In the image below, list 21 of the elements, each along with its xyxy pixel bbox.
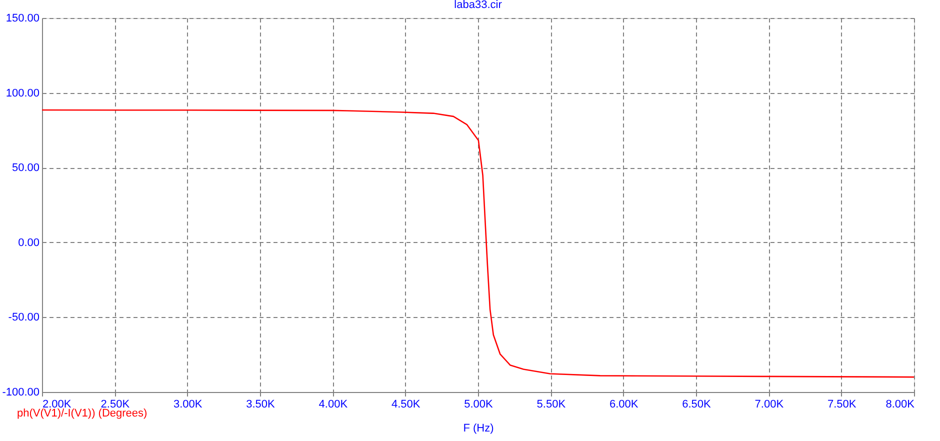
y-tick-label: 0.00 xyxy=(18,236,40,249)
text: ph(V(V1)/-I(V1)) (Degrees) xyxy=(17,408,148,420)
line-series xyxy=(41,109,915,378)
chart-title: laba33.cir xyxy=(454,0,502,11)
y-tick-label: 100.00 xyxy=(6,87,40,100)
x-tick-label: 5.50K xyxy=(536,398,566,410)
y-tick-label: -50.00 xyxy=(8,312,40,324)
x-tick-label: 7.00K xyxy=(754,398,784,410)
x-axis-title: F (Hz) xyxy=(463,422,494,434)
x-tick-label: 6.50K xyxy=(682,398,712,410)
y-tick-label: -100.00 xyxy=(2,386,40,398)
x-tick-label: 3.00K xyxy=(173,398,203,410)
x-tick-label: 6.00K xyxy=(609,398,639,410)
x-tick-label: 4.50K xyxy=(391,398,421,410)
x-tick-label: 5.00K xyxy=(464,398,494,410)
x-tick-label: 4.00K xyxy=(318,398,348,410)
x-tick-label: 8.00K xyxy=(886,398,916,410)
x-tick-label: 3.50K xyxy=(246,398,276,410)
y-tick-label: 50.00 xyxy=(12,162,40,174)
x-tick-label: 7.50K xyxy=(827,398,857,410)
y-tick-label: 150.00 xyxy=(6,12,40,24)
